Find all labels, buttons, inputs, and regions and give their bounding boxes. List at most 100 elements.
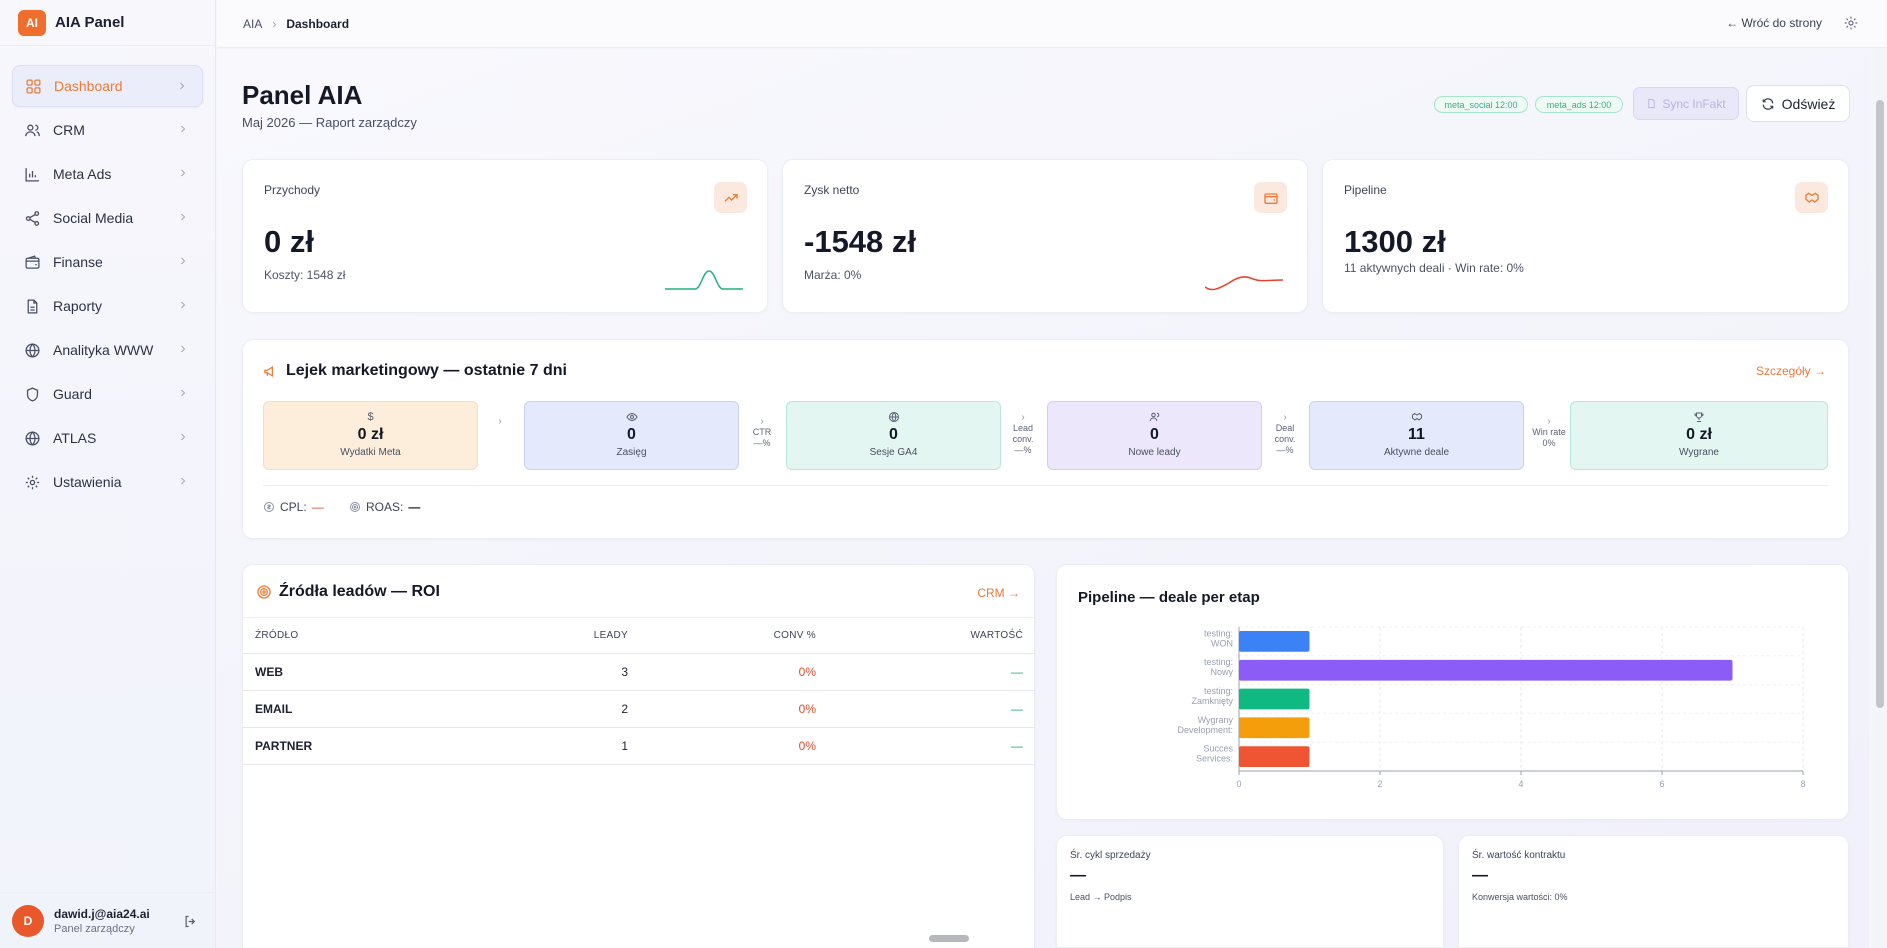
handshake-icon <box>1795 182 1828 213</box>
funnel-details-link[interactable]: Szczegóły → <box>1755 364 1826 378</box>
roas-label: ROAS: <box>366 500 404 514</box>
bar <box>1239 688 1310 710</box>
refresh-label: Odśwież <box>1781 95 1836 112</box>
sidebar-item-ustawienia[interactable]: Ustawienia <box>12 461 203 503</box>
sidebar: AI AIA Panel Dashboard CRM Meta Ads Soci… <box>0 0 216 948</box>
column-header[interactable]: CONV % <box>628 617 816 654</box>
bottom-drag-handle[interactable] <box>929 935 969 942</box>
sidebar-item-label: Raporty <box>53 298 103 314</box>
table-row[interactable]: EMAIL 2 0% — <box>243 690 1035 728</box>
kpi-value: 0 zł <box>264 224 314 259</box>
funnel-connector: › Win rate 0% <box>1532 416 1566 449</box>
conv-cell: 0% <box>628 653 816 691</box>
funnel-stage-meta-spend: $ 0 zł Wydatki Meta <box>263 401 478 470</box>
connector-label: conv. <box>1274 434 1296 444</box>
sidebar-nav: Dashboard CRM Meta Ads Social Media Fina… <box>0 46 215 503</box>
logout-icon[interactable] <box>183 914 198 929</box>
connector-label: Win rate <box>1532 427 1566 437</box>
sparkline <box>1205 276 1283 291</box>
crm-link[interactable]: CRM → <box>977 586 1020 600</box>
funnel-stage-label: Sesje GA4 <box>869 447 918 458</box>
kpi-label: Zysk netto <box>804 183 860 197</box>
tick-label: 2 <box>1377 779 1382 789</box>
funnel-stage-value: 0 zł <box>1686 426 1712 443</box>
logo[interactable]: AI AIA Panel <box>0 0 215 46</box>
sidebar-item-dashboard[interactable]: Dashboard <box>12 65 203 107</box>
kpi-card-revenue: Przychody 0 zł Koszty: 1548 zł <box>242 159 768 313</box>
sync-infakt-button[interactable]: Sync InFakt <box>1633 87 1739 120</box>
category-label: testing: <box>1204 628 1233 638</box>
funnel-stage-label: Wygrane <box>1679 447 1719 458</box>
target-icon <box>350 502 360 512</box>
target-icon <box>257 585 271 599</box>
kpi-card-net-profit: Zysk netto -1548 zł Marża: 0% <box>782 159 1308 313</box>
sidebar-item-analityka-www[interactable]: Analityka WWW <box>12 329 203 371</box>
lead-sources-table: ŹRÓDŁO LEADY CONV % WARTOŚĆ WEB 3 0% — E… <box>243 617 1035 765</box>
sidebar-item-atlas[interactable]: ATLAS <box>12 417 203 459</box>
small-card-label: Śr. wartość kontraktu <box>1472 850 1566 861</box>
chevron-right-icon <box>181 213 186 221</box>
breadcrumb-root[interactable]: AIA <box>243 16 263 31</box>
sidebar-item-guard[interactable]: Guard <box>12 373 203 415</box>
kpi-label: Przychody <box>264 183 321 197</box>
category-label: Wygrany <box>1198 715 1234 725</box>
bar <box>1239 746 1310 767</box>
table-row[interactable]: PARTNER 1 0% — <box>243 727 1035 765</box>
avatar[interactable]: D <box>12 904 44 937</box>
scrollbar-thumb[interactable] <box>1876 100 1884 708</box>
category-label: Services: <box>1196 754 1233 764</box>
category-label: testing: <box>1204 657 1233 667</box>
sidebar-item-crm[interactable]: CRM <box>12 109 203 151</box>
bar-chart-icon <box>25 167 39 182</box>
sidebar-item-social-media[interactable]: Social Media <box>12 197 203 239</box>
column-header[interactable]: LEADY <box>473 617 628 654</box>
small-card-note: Lead → Podpis <box>1070 892 1132 902</box>
scrollbar[interactable] <box>1873 48 1887 948</box>
funnel-stage-new-leads: 0 Nowe leady <box>1047 401 1262 470</box>
gear-icon <box>25 475 40 489</box>
sidebar-item-raporty[interactable]: Raporty <box>12 285 203 327</box>
shield-icon <box>26 386 39 402</box>
sidebar-item-meta-ads[interactable]: Meta Ads <box>12 153 203 195</box>
trend-up-icon <box>714 182 747 213</box>
app-title: AIA Panel <box>55 14 125 31</box>
user-role: Panel zarządczy <box>54 922 135 935</box>
globe-icon <box>25 342 40 358</box>
eye-icon <box>525 411 738 423</box>
funnel-stage-reach: 0 Zasięg <box>524 401 739 470</box>
table-row[interactable]: WEB 3 0% — <box>243 653 1035 691</box>
bar <box>1239 717 1310 739</box>
gear-icon[interactable] <box>1843 15 1859 31</box>
handshake-icon <box>1310 411 1523 423</box>
user-email: dawid.j@aia24.ai <box>54 906 150 921</box>
cpl-value: — <box>311 500 324 514</box>
conv-cell: 0% <box>628 690 816 728</box>
funnel-stage-value: 0 zł <box>357 426 384 443</box>
chevron-right-icon: › <box>760 416 764 427</box>
back-to-site-link[interactable]: ← Wróć do strony <box>1726 16 1822 30</box>
dollar-circle-icon <box>264 502 274 512</box>
funnel-stage-value: 11 <box>1408 426 1425 443</box>
connector-value: 0% <box>1542 438 1556 448</box>
source-cell: WEB <box>243 653 473 691</box>
sidebar-item-label: Meta Ads <box>53 166 112 182</box>
chevron-right-icon <box>180 82 185 90</box>
funnel-stage-label: Wydatki Meta <box>340 447 401 458</box>
chevron-right-icon: › <box>1021 412 1025 423</box>
funnel-stage-active-deals: 11 Aktywne deale <box>1309 401 1524 470</box>
kpi-note: Marża: 0% <box>804 268 862 282</box>
refresh-button[interactable]: Odśwież <box>1746 85 1850 122</box>
sidebar-item-label: Social Media <box>53 210 134 226</box>
chevron-right-icon <box>181 125 186 133</box>
user-panel: D dawid.j@aia24.ai Panel zarządczy <box>0 892 216 948</box>
sidebar-item-finanse[interactable]: Finanse <box>12 241 203 283</box>
sidebar-item-label: ATLAS <box>53 430 97 446</box>
pipeline-title: Pipeline — deale per etap <box>1078 589 1260 606</box>
value-cell: — <box>816 653 1035 691</box>
lead-sources-card: Źródła leadów — ROI CRM → ŹRÓDŁO LEADY C… <box>242 564 1035 948</box>
column-header[interactable]: WARTOŚĆ <box>816 617 1035 654</box>
funnel-stage-label: Nowe leady <box>1128 447 1181 458</box>
source-cell: EMAIL <box>243 690 473 728</box>
kpi-card-pipeline: Pipeline 1300 zł 11 aktywnych deali · Wi… <box>1322 159 1849 313</box>
column-header[interactable]: ŹRÓDŁO <box>243 617 473 654</box>
